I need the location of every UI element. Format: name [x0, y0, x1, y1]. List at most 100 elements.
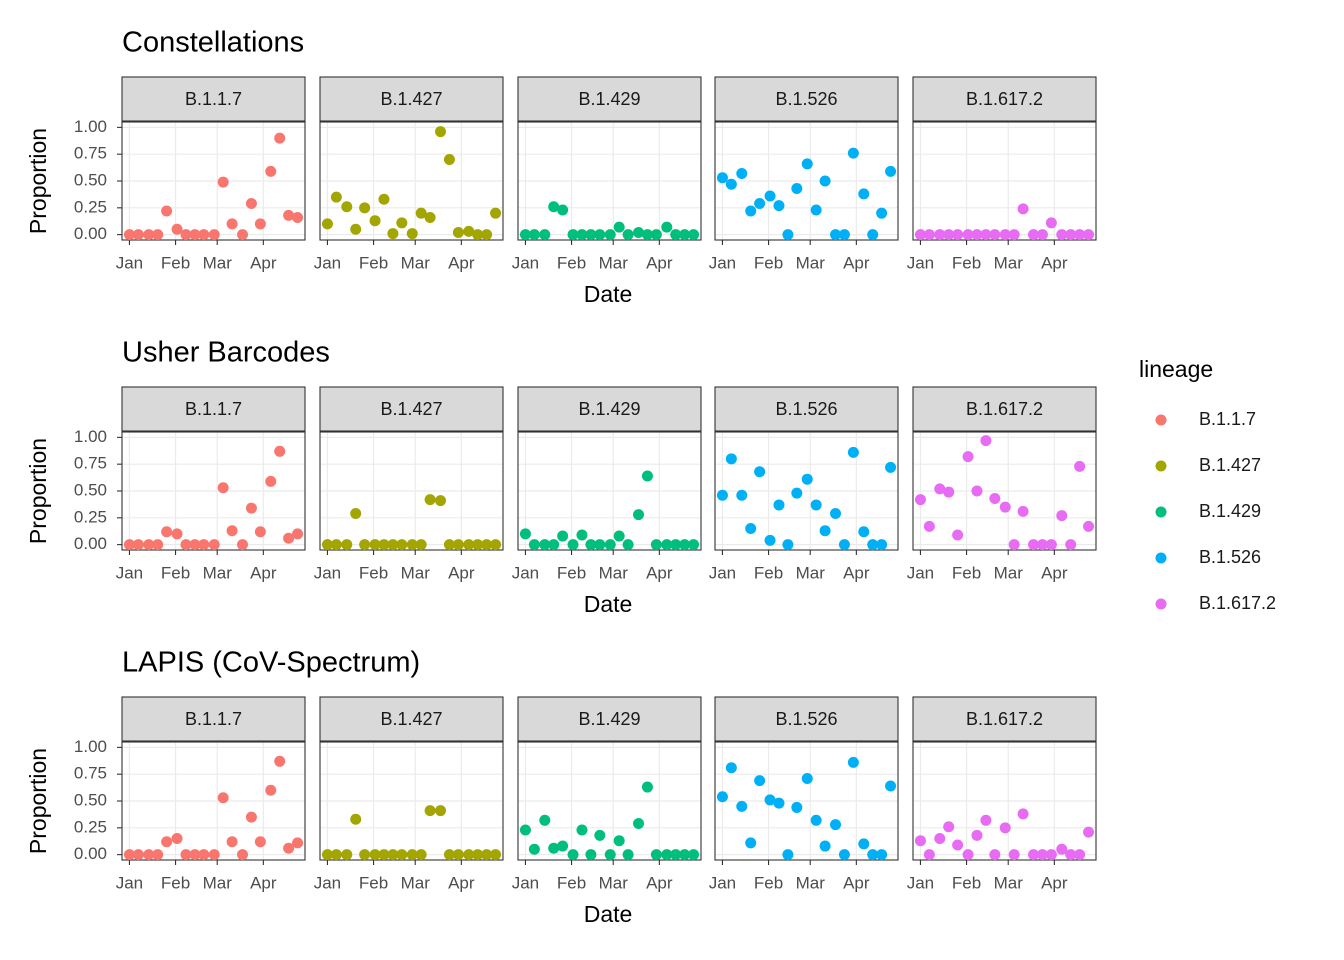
x-tick-label: Mar [599, 873, 629, 892]
point [847, 147, 859, 159]
point [463, 539, 475, 551]
point [406, 539, 418, 551]
point [189, 539, 201, 551]
point [378, 539, 390, 551]
point [641, 229, 653, 241]
point [1083, 520, 1095, 532]
strip [912, 386, 1097, 432]
point [208, 539, 220, 551]
point [1008, 849, 1020, 861]
point [481, 849, 493, 861]
point [519, 824, 531, 836]
point [858, 188, 870, 200]
y-tick-label: 0.75 [74, 144, 107, 163]
panel-border [912, 741, 1097, 861]
x-tick-label: Mar [599, 563, 629, 582]
strip [912, 76, 1097, 122]
point [876, 207, 888, 219]
point [679, 849, 691, 861]
x-tick-label: Apr [1041, 563, 1068, 582]
x-tick-label: Jan [512, 873, 539, 892]
x-tick-label: Apr [250, 563, 277, 582]
strip [714, 696, 899, 742]
point [867, 229, 879, 241]
x-tick-label: Jan [116, 563, 143, 582]
legend-label: B.1.526 [1199, 547, 1261, 567]
x-tick-label: Jan [709, 873, 736, 892]
point [254, 218, 266, 230]
point [208, 849, 220, 861]
point [830, 508, 842, 520]
point [548, 539, 560, 551]
strip-label: B.1.617.2 [966, 709, 1043, 729]
x-tick-label: Mar [796, 253, 826, 272]
point [443, 849, 455, 861]
strip-label: B.1.429 [578, 89, 640, 109]
point [490, 207, 502, 219]
point [773, 499, 785, 511]
point [406, 228, 418, 240]
y-tick-label: 0.25 [74, 197, 107, 216]
point [725, 762, 737, 774]
x-tick-label: Apr [843, 253, 870, 272]
point [661, 539, 673, 551]
point [283, 532, 295, 544]
legend-label: B.1.427 [1199, 455, 1261, 475]
point [180, 849, 192, 861]
point [622, 849, 634, 861]
point [274, 755, 286, 767]
x-tick-label: Mar [401, 873, 431, 892]
point [330, 539, 342, 551]
point [359, 202, 371, 214]
point [198, 539, 210, 551]
point [604, 539, 616, 551]
point [567, 229, 579, 241]
point [594, 539, 606, 551]
point [923, 229, 935, 241]
x-tick-label: Apr [646, 253, 673, 272]
point [472, 539, 484, 551]
point [819, 840, 831, 852]
y-tick-label: 0.00 [74, 844, 107, 863]
point [123, 539, 135, 551]
strip-label: B.1.1.7 [185, 709, 242, 729]
point [237, 229, 249, 241]
legend-title: lineage [1139, 356, 1213, 382]
point [406, 849, 418, 861]
strip-label: B.1.526 [775, 709, 837, 729]
strip [121, 696, 306, 742]
point [254, 526, 266, 538]
x-tick-label: Jan [907, 563, 934, 582]
point [764, 190, 776, 202]
x-tick-label: Mar [994, 563, 1024, 582]
panel-border [319, 121, 504, 241]
x-tick-label: Apr [448, 563, 475, 582]
x-tick-label: Mar [796, 873, 826, 892]
point [350, 223, 362, 235]
point [1065, 539, 1077, 551]
point [1028, 849, 1040, 861]
point [830, 229, 842, 241]
point [330, 191, 342, 203]
strip-label: B.1.1.7 [185, 399, 242, 419]
x-tick-label: Apr [843, 873, 870, 892]
point [359, 849, 371, 861]
point [934, 229, 946, 241]
x-tick-label: Jan [512, 563, 539, 582]
point [1045, 539, 1057, 551]
point [161, 836, 173, 848]
point [923, 849, 935, 861]
x-tick-label: Feb [952, 873, 981, 892]
point [387, 539, 399, 551]
point [858, 526, 870, 538]
y-tick-label: 1.00 [74, 427, 107, 446]
point [633, 509, 645, 521]
point [622, 539, 634, 551]
point [245, 198, 257, 210]
point [415, 849, 427, 861]
point [567, 849, 579, 861]
x-tick-label: Apr [646, 873, 673, 892]
point [481, 229, 493, 241]
point [679, 229, 691, 241]
x-tick-label: Mar [994, 253, 1024, 272]
